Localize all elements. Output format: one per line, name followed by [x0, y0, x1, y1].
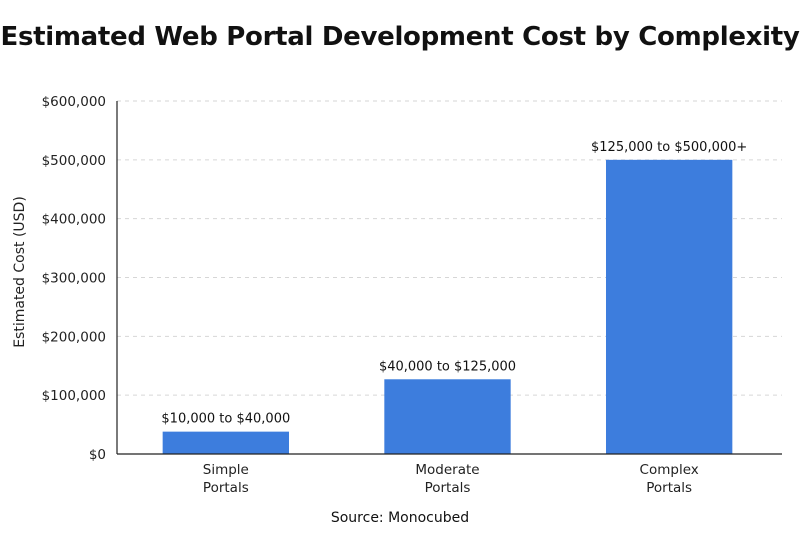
data-label: $125,000 to $500,000+	[591, 140, 747, 155]
data-label: $10,000 to $40,000	[161, 412, 290, 427]
y-tick-label: $0	[89, 447, 106, 463]
bar	[384, 379, 511, 454]
y-axis-title: Estimated Cost (USD)	[12, 196, 28, 348]
y-tick-label: $200,000	[42, 329, 106, 345]
data-label: $40,000 to $125,000	[379, 359, 516, 374]
x-tick-label: Complex	[640, 462, 699, 478]
x-tick-label: Moderate	[415, 462, 479, 478]
axes: $0 $100,000 $200,000 $300,000 $400,000 $500,0…	[42, 94, 782, 496]
y-tick-label: $500,000	[42, 153, 106, 169]
y-tick-label: $100,000	[42, 388, 106, 404]
x-tick-label: Portals	[203, 480, 249, 496]
bar	[605, 159, 733, 455]
y-tick-label: $300,000	[42, 271, 106, 287]
y-tick-label: $600,000	[42, 94, 106, 110]
x-tick-label: Portals	[425, 480, 471, 496]
x-tick-label: Portals	[646, 480, 692, 496]
y-tick-label: $400,000	[42, 212, 106, 228]
source-note: Source: Monocubed	[330, 510, 470, 526]
bars: $10,000 to $40,000 $40,000 to $125,000 $12…	[161, 140, 747, 455]
bar	[162, 431, 290, 454]
x-tick-label: Simple	[203, 462, 249, 478]
chart-title: Estimated Web Portal Development Cost by…	[0, 22, 800, 52]
